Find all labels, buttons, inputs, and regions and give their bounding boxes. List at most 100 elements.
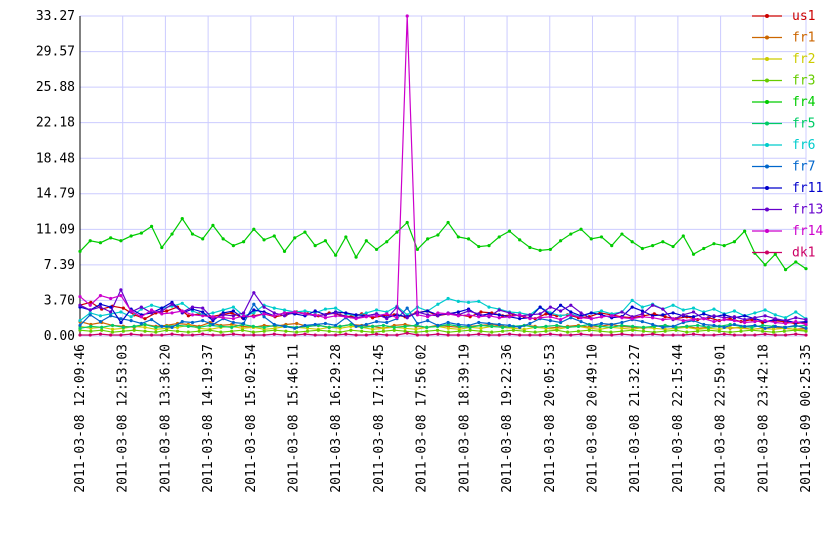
data-point-fr3 [370,330,375,334]
y-axis-ticks: 0.00 3.70 7.39 11.09 14.79 18.48 22.18 25.88 29.… [36,9,75,344]
data-point-fr2 [143,325,147,329]
data-point-fr5 [154,325,158,329]
data-point-fr3 [717,329,721,333]
data-point-fr7 [129,319,133,323]
x-tick-label: 2011-03-08 20:49:10 [585,344,600,493]
data-point-fr4 [712,242,716,246]
data-point-fr4 [139,231,143,235]
data-point-fr7 [88,313,92,317]
data-point-fr4 [610,243,614,248]
data-point-fr13 [681,313,685,317]
data-point-dk1 [558,333,563,337]
data-point-fr13 [88,308,92,312]
data-point-fr3 [165,328,169,332]
data-point-fr6 [456,299,460,303]
data-point-fr14 [681,319,685,323]
data-point-fr14 [651,316,655,320]
x-tick-label: 2011-03-08 22:59:01 [714,344,729,493]
data-point-fr4 [466,237,471,241]
data-point-fr5 [360,325,364,329]
y-tick-label: 11.09 [36,222,75,237]
data-point-fr7 [456,322,460,327]
data-point-fr6 [487,305,491,309]
data-point-fr14 [538,316,542,320]
data-point-fr7 [466,323,471,328]
data-point-fr3 [490,330,494,334]
legend-marker-fr7 [765,164,769,169]
data-point-dk1 [477,332,481,336]
data-point-fr7 [231,320,235,325]
data-point-fr14 [293,310,297,314]
data-point-fr5 [392,325,396,329]
data-point-fr11 [252,308,256,312]
data-point-fr14 [88,303,92,307]
data-point-fr3 [186,330,190,334]
data-point-fr3 [284,329,288,333]
data-point-dk1 [651,332,655,336]
data-point-fr7 [558,320,563,325]
data-point-fr13 [763,314,767,318]
data-point-fr4 [671,244,675,249]
data-point-fr3 [771,330,776,334]
data-point-fr6 [323,307,328,311]
data-point-fr13 [804,318,808,322]
data-point-fr14 [374,314,379,318]
legend-marker-us1 [765,14,769,18]
y-tick-label: 29.57 [36,45,75,60]
data-point-fr5 [555,323,559,328]
data-point-fr7 [579,319,583,324]
data-point-fr7 [374,319,379,324]
data-point-fr4 [436,233,440,237]
data-point-fr11 [109,305,113,309]
data-point-us1 [143,317,147,321]
data-point-fr4 [211,223,215,227]
data-point-fr7 [119,317,123,321]
legend-marker-fr6 [765,143,769,147]
data-point-fr6 [282,308,287,312]
x-tick-label: 2011-03-08 16:29:28 [329,344,344,493]
data-point-fr3 [100,328,104,332]
data-point-fr6 [732,309,737,313]
data-point-fr7 [610,322,614,327]
data-point-fr7 [589,323,593,328]
data-point-fr7 [109,314,113,318]
data-point-fr6 [773,313,777,317]
data-point-fr13 [732,315,737,319]
data-point-dk1 [426,333,430,337]
data-point-fr3 [511,328,516,332]
data-point-fr7 [722,325,726,329]
data-point-fr3 [728,330,732,334]
data-point-fr6 [334,306,338,310]
data-point-fr2 [620,326,624,330]
series-line-fr3 [79,329,807,333]
data-point-fr11 [518,317,522,321]
data-point-fr5 [262,325,266,329]
data-point-fr5 [110,323,115,328]
data-point-dk1 [681,333,685,337]
data-point-fr4 [231,243,235,248]
data-point-fr5 [761,323,765,328]
data-point-fr3 [544,329,548,333]
data-point-fr14 [743,320,747,325]
data-point-fr13 [497,308,501,312]
data-point-fr13 [221,313,225,317]
data-point-dk1 [691,332,696,336]
data-point-fr14 [589,317,593,321]
data-point-fr3 [425,329,429,333]
data-point-fr4 [426,237,430,241]
data-point-fr4 [558,239,563,243]
data-point-fr13 [794,316,798,320]
data-point-fr7 [149,318,154,322]
legend-marker-fr1 [765,35,769,40]
data-point-fr6 [211,311,215,315]
data-point-fr13 [149,311,154,315]
data-point-fr4 [763,263,767,267]
data-point-dk1 [661,333,665,337]
data-point-dk1 [743,333,747,337]
data-point-fr3 [132,328,136,332]
legend-label-fr14: fr14 [792,224,823,239]
data-point-fr14 [334,314,338,318]
data-point-fr13 [231,314,235,318]
data-point-fr13 [98,305,103,309]
data-point-fr4 [732,240,737,244]
